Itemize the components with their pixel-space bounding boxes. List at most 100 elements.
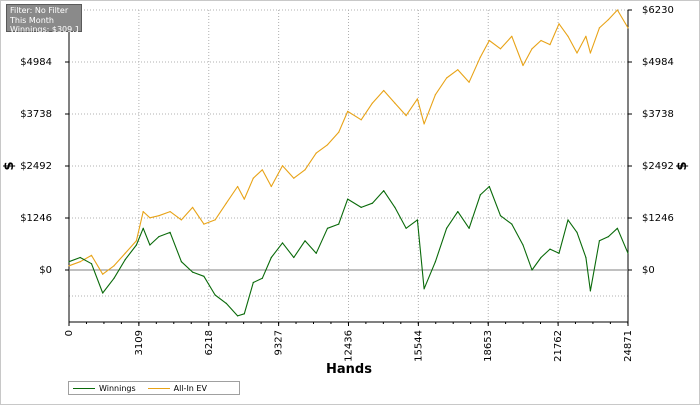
point-winnings: [558, 252, 560, 254]
point-allin-ev: [135, 240, 137, 242]
point-winnings: [102, 292, 104, 294]
x-tick-label: 24871: [623, 330, 634, 362]
y-tick-label-left: $2492: [20, 161, 52, 172]
point-winnings: [124, 259, 126, 261]
y-tick-label-right: $1246: [642, 213, 674, 224]
y-tick-label-left: $0: [39, 265, 52, 276]
point-allin-ev: [457, 69, 459, 71]
point-winnings: [567, 219, 569, 221]
point-allin-ev: [531, 48, 533, 50]
point-winnings: [446, 227, 448, 229]
x-tick-label: 15544: [413, 330, 424, 362]
point-allin-ev: [479, 56, 481, 58]
legend-label-allin: All-In EV: [173, 383, 207, 393]
point-winnings: [531, 269, 533, 271]
point-allin-ev: [261, 169, 263, 171]
point-allin-ev: [326, 144, 329, 146]
point-allin-ev: [423, 123, 425, 125]
point-winnings: [261, 277, 263, 279]
point-winnings: [142, 227, 144, 229]
point-allin-ev: [627, 27, 629, 29]
point-allin-ev: [522, 64, 524, 67]
point-allin-ev: [90, 254, 93, 256]
y-tick-label-left: $1246: [20, 213, 52, 224]
point-winnings: [576, 231, 578, 233]
filter-label: Filter: No Filter: [10, 6, 69, 15]
y-tick-label-right: $2492: [642, 161, 674, 172]
x-tick-label: 0: [64, 330, 75, 336]
point-allin-ev: [281, 165, 284, 167]
point-allin-ev: [468, 81, 470, 83]
point-winnings: [522, 244, 524, 246]
point-winnings: [315, 252, 317, 254]
point-allin-ev: [149, 217, 151, 219]
point-allin-ev: [142, 211, 144, 213]
y-tick-label-right: $0: [642, 265, 655, 276]
point-allin-ev: [113, 265, 115, 267]
y-axis-title-left: $: [2, 161, 17, 170]
point-winnings: [488, 185, 490, 188]
point-allin-ev: [79, 261, 81, 263]
point-allin-ev: [338, 131, 340, 133]
point-winnings: [585, 256, 587, 259]
point-winnings: [457, 211, 459, 213]
point-winnings: [607, 236, 610, 238]
y-tick-label-left: $3738: [20, 109, 52, 120]
point-winnings: [360, 206, 362, 208]
y-tick-label-right: $3738: [642, 109, 674, 120]
point-allin-ev: [315, 152, 317, 154]
series-line-allin-ev: [68, 9, 629, 275]
point-allin-ev: [549, 44, 551, 46]
filter-info-box: Filter: No Filter This Month Winnings: $…: [6, 4, 82, 34]
legend-label-winnings: Winnings: [99, 383, 136, 393]
point-winnings: [616, 227, 619, 229]
point-allin-ev: [416, 98, 418, 100]
point-allin-ev: [360, 119, 362, 121]
point-allin-ev: [558, 23, 560, 25]
point-allin-ev: [214, 219, 216, 221]
point-allin-ev: [203, 223, 205, 225]
point-allin-ev: [383, 89, 385, 92]
point-winnings: [90, 263, 93, 265]
point-winnings: [371, 202, 373, 204]
point-allin-ev: [567, 35, 569, 37]
y-axis-title-right: $: [675, 161, 690, 170]
point-winnings: [338, 223, 340, 225]
point-allin-ev: [589, 52, 592, 54]
point-allin-ev: [102, 273, 104, 275]
x-tick-label: 9327: [274, 330, 285, 355]
point-winnings: [281, 242, 284, 244]
point-winnings: [511, 223, 513, 225]
x-tick-label: 21762: [553, 330, 564, 362]
y-tick-label-right: $4984: [642, 57, 674, 68]
point-allin-ev: [576, 52, 578, 54]
point-winnings: [540, 256, 542, 259]
point-allin-ev: [270, 185, 272, 188]
point-winnings: [113, 277, 115, 279]
point-allin-ev: [68, 265, 70, 267]
legend-item-winnings: Winnings: [73, 384, 136, 393]
point-winnings: [405, 227, 407, 229]
point-winnings: [394, 206, 396, 208]
point-winnings: [423, 288, 425, 290]
point-allin-ev: [252, 177, 254, 179]
y-tick-label-right: $6230: [642, 5, 674, 16]
point-allin-ev: [243, 198, 245, 200]
point-winnings: [214, 294, 216, 296]
point-winnings: [225, 302, 227, 304]
point-winnings: [304, 240, 306, 242]
point-allin-ev: [511, 35, 513, 37]
point-allin-ev: [607, 19, 610, 21]
point-allin-ev: [434, 94, 436, 96]
period-label: This Month: [10, 15, 54, 25]
point-allin-ev: [585, 35, 587, 37]
point-allin-ev: [540, 39, 542, 42]
point-winnings: [192, 271, 194, 273]
point-winnings: [252, 281, 254, 284]
point-winnings: [499, 215, 502, 217]
point-winnings: [293, 256, 295, 259]
point-winnings: [589, 290, 592, 292]
point-allin-ev: [304, 169, 306, 171]
